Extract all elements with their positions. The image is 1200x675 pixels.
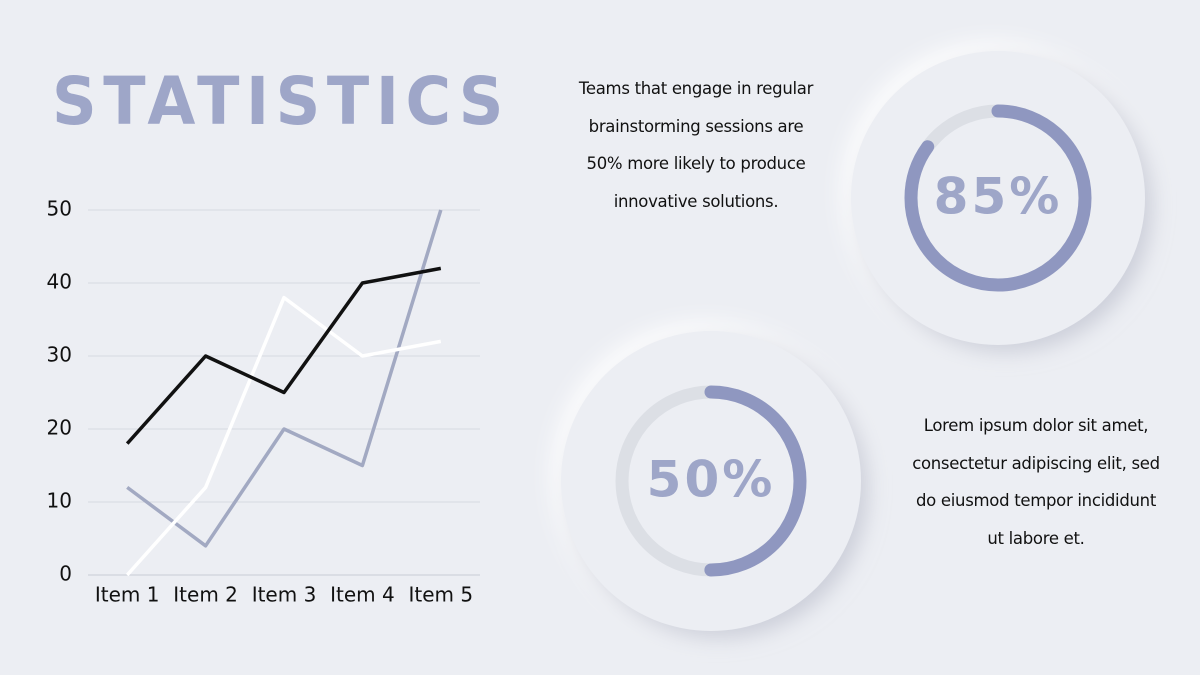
y-tick-label: 40: [47, 270, 72, 294]
gauge-label: 50%: [647, 451, 776, 509]
title: STATISTICS: [52, 63, 510, 140]
y-tick-label: 20: [47, 416, 72, 440]
x-tick-label: Item 1: [95, 583, 160, 607]
gauge-disc: [851, 51, 1145, 345]
series-line: [126, 209, 443, 548]
gauge-label: 85%: [934, 168, 1063, 226]
series-line: [125, 295, 442, 577]
x-tick-label: Item 4: [330, 583, 395, 607]
paragraph: Lorem ipsum dolor sit amet, consectetur …: [912, 416, 1160, 548]
y-tick-label: 50: [47, 197, 72, 221]
series-line: [125, 266, 442, 445]
x-tick-label: Item 3: [252, 583, 317, 607]
gauge-disc: [561, 331, 861, 631]
gauge-arc: [904, 104, 1092, 292]
x-tick-label: Item 5: [408, 583, 473, 607]
gauge-arc: [615, 385, 807, 577]
y-tick-label: 0: [59, 562, 72, 586]
x-tick-label: Item 2: [173, 583, 238, 607]
paragraph: Teams that engage in regular brainstormi…: [578, 79, 814, 211]
y-tick-label: 10: [47, 489, 72, 513]
y-tick-label: 30: [47, 343, 72, 367]
